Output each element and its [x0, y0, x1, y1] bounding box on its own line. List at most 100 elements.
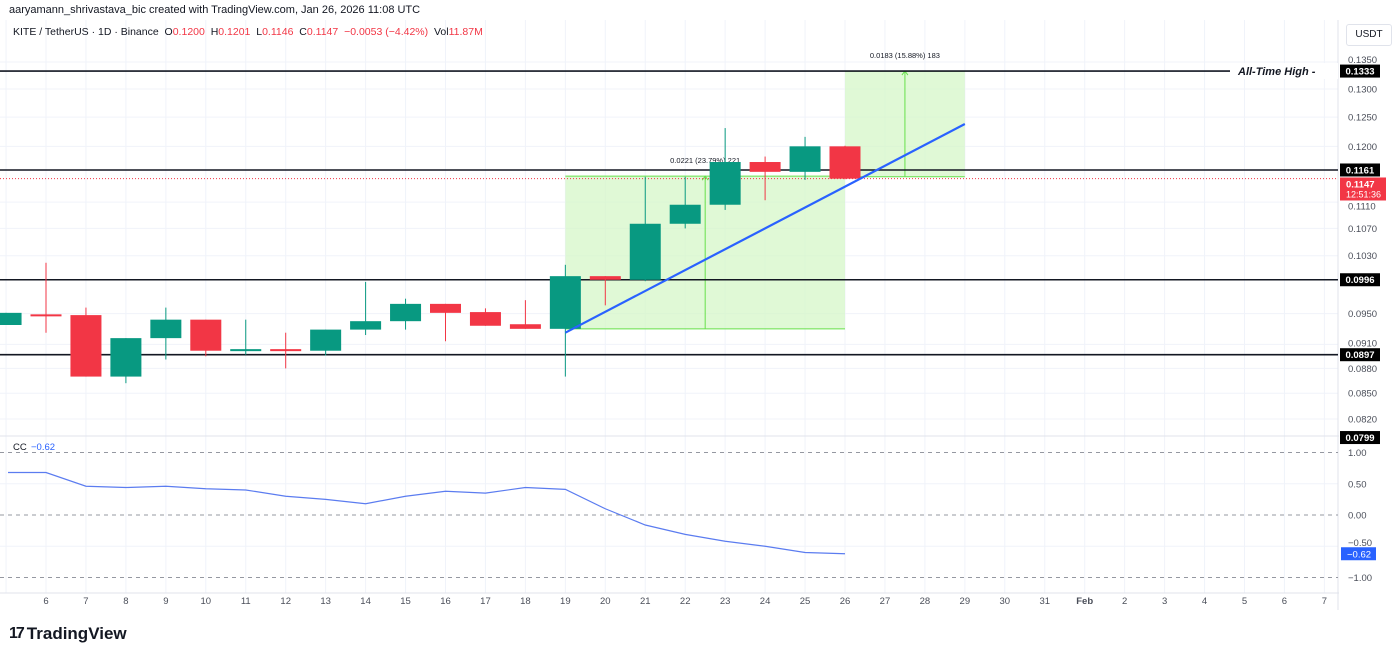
high-value: 0.1201 [218, 26, 251, 38]
candle-body [70, 315, 102, 377]
time-tick-label: 13 [320, 596, 331, 607]
candle [70, 307, 102, 377]
candle-body [390, 303, 422, 322]
volume-label: Vol [433, 26, 449, 38]
time-tick-label: 21 [640, 596, 651, 607]
candle [150, 307, 182, 360]
candle-body [709, 162, 741, 205]
candle-body [749, 162, 781, 172]
cc-tick-label: −1.00 [1348, 573, 1372, 584]
candle [469, 308, 501, 326]
time-tick-label: 22 [680, 596, 691, 607]
cc-current-value: −0.62 [31, 442, 55, 453]
open-value: 0.1200 [172, 26, 205, 38]
time-tick-label: 17 [480, 596, 491, 607]
trend-line [564, 123, 966, 334]
time-tick-label: 30 [1000, 596, 1011, 607]
time-tick-label: 31 [1039, 596, 1050, 607]
time-tick-label: 6 [1282, 596, 1287, 607]
candle [310, 329, 342, 356]
price-tick-label: 0.1350 [1348, 55, 1377, 66]
candle-body [270, 349, 302, 352]
tradingview-logo: 17 TradingView [9, 624, 127, 644]
time-tick-label: 18 [520, 596, 531, 607]
time-tick-label: 11 [241, 596, 251, 607]
time-tick-label: 12 [280, 596, 291, 607]
cc-tick-label: −0.50 [1348, 538, 1372, 549]
price-range-arrowhead [701, 175, 709, 181]
candle-body [589, 276, 621, 280]
time-tick-label: 28 [920, 596, 931, 607]
price-tick-label: 0.1250 [1348, 113, 1377, 124]
candle-body [629, 223, 661, 280]
cc-tick-label: 0.00 [1348, 511, 1367, 522]
time-tick-label: 9 [163, 596, 168, 607]
level-price-label: 0.0897 [1345, 350, 1374, 361]
price-tick-label: 0.0880 [1348, 364, 1377, 375]
time-tick-label: 16 [440, 596, 451, 607]
time-tick-label: 10 [201, 596, 212, 607]
candle-body [669, 204, 701, 224]
time-tick-label: 29 [960, 596, 971, 607]
time-tick-label: 20 [600, 596, 611, 607]
price-tick-label: 0.1110 [1348, 201, 1376, 212]
chart-credit: aaryamann_shrivastava_bic created with T… [9, 4, 421, 16]
cc-value-badge-label: −0.62 [1347, 549, 1371, 560]
open-label: O [164, 26, 173, 38]
price-tick-label: 0.1300 [1348, 85, 1377, 96]
countdown-label: 12:51:36 [1346, 189, 1381, 199]
candle [30, 262, 62, 333]
level-price-label: 0.1161 [1346, 165, 1375, 176]
low-label: L [256, 26, 263, 38]
candle-body [509, 324, 541, 329]
time-tick-label: 25 [800, 596, 811, 607]
time-tick-label: 27 [880, 596, 891, 607]
volume-value: 11.87M [448, 26, 483, 38]
symbol-name[interactable]: KITE / TetherUS · 1D · Binance [13, 26, 159, 38]
candle [509, 300, 541, 329]
last-price-badge [1340, 177, 1386, 201]
time-tick-label: 19 [560, 596, 571, 607]
time-tick-label: 24 [760, 596, 771, 607]
level-price-badge [1340, 64, 1380, 78]
candle [430, 303, 461, 342]
change-value: −0.0053 (−4.42%) [344, 26, 429, 38]
candle [829, 145, 861, 180]
candle-body [150, 319, 182, 339]
time-tick-label: 6 [43, 596, 48, 607]
candle-body [0, 312, 22, 325]
level-price-label: 0.1333 [1345, 67, 1374, 78]
currency-button[interactable]: USDT [1346, 24, 1392, 46]
candle [629, 176, 661, 282]
cc-line [8, 471, 846, 555]
candle [749, 156, 781, 201]
close-label: C [299, 26, 307, 38]
logo-text: TradingView [26, 624, 127, 643]
all-time-high-label: All-Time High - [1237, 66, 1316, 78]
ath-label-bg [1230, 63, 1338, 80]
cc-title: CC [13, 442, 27, 453]
low-value: 0.1146 [262, 26, 294, 38]
symbol-legend: KITE / TetherUS · 1D · Binance O0.1200 H… [13, 26, 483, 38]
candle-body [829, 146, 861, 179]
candle [589, 276, 621, 306]
time-tick-label: 3 [1162, 596, 1167, 607]
candle [0, 312, 22, 325]
price-tick-label: 0.1070 [1348, 224, 1377, 235]
price-range-label: 0.0183 (15.88%) 183 [870, 51, 940, 60]
time-tick-label: 5 [1242, 596, 1247, 607]
time-tick-label: 2 [1122, 596, 1127, 607]
level-price-badge [1340, 431, 1380, 445]
candle-body [350, 321, 382, 330]
candle-body [30, 314, 62, 317]
level-price-badge [1340, 163, 1380, 177]
close-value: 0.1147 [306, 26, 339, 38]
candle [110, 338, 142, 384]
time-tick-label: 4 [1202, 596, 1207, 607]
time-tick-label: 15 [400, 596, 411, 607]
candle-body [190, 319, 222, 351]
price-range-label: 0.0221 (23.79%) 221 [670, 156, 740, 165]
candle [669, 176, 701, 229]
tradingview-logo-icon: 17 [9, 625, 25, 642]
